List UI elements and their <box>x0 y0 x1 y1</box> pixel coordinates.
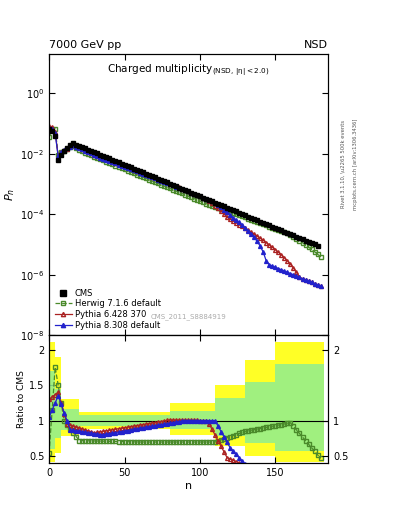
Text: Rivet 3.1.10, \u2265 500k events: Rivet 3.1.10, \u2265 500k events <box>340 120 345 208</box>
Herwig 7.1.6 default <box>83 150 88 156</box>
Pythia 8.308 default <box>276 266 281 272</box>
CMS <box>276 226 281 232</box>
CMS <box>234 208 239 215</box>
Pythia 6.428 370 <box>47 122 51 129</box>
Herwig 7.1.6 default <box>318 254 323 260</box>
Herwig 7.1.6 default <box>53 126 57 132</box>
Pythia 8.308 default <box>318 283 323 289</box>
Herwig 7.1.6 default <box>113 162 118 168</box>
Pythia 8.308 default <box>309 280 314 286</box>
Line: Pythia 8.308 default: Pythia 8.308 default <box>47 126 323 288</box>
CMS <box>303 238 308 244</box>
Pythia 8.308 default <box>47 125 51 132</box>
Text: mcplots.cern.ch [arXiv:1306.3436]: mcplots.cern.ch [arXiv:1306.3436] <box>353 118 358 209</box>
Pythia 6.428 370 <box>116 161 121 167</box>
Pythia 6.428 370 <box>110 158 115 164</box>
CMS <box>315 243 320 249</box>
Text: CMS_2011_S8884919: CMS_2011_S8884919 <box>151 313 226 320</box>
Line: Herwig 7.1.6 default: Herwig 7.1.6 default <box>47 127 323 259</box>
CMS <box>47 126 51 132</box>
Pythia 8.308 default <box>312 281 317 287</box>
Pythia 6.428 370 <box>312 281 317 287</box>
X-axis label: n: n <box>185 481 192 491</box>
Pythia 8.308 default <box>116 161 121 167</box>
Line: Pythia 6.428 370: Pythia 6.428 370 <box>47 124 323 288</box>
Pythia 8.308 default <box>80 146 84 153</box>
Text: Charged multiplicity$_{\mathsf{(NSD,\,|\eta| < 2.0)}}$: Charged multiplicity$_{\mathsf{(NSD,\,|\… <box>107 62 270 78</box>
CMS <box>128 164 133 170</box>
Line: CMS: CMS <box>47 127 320 248</box>
Pythia 8.308 default <box>110 159 115 165</box>
Herwig 7.1.6 default <box>279 228 284 234</box>
Pythia 6.428 370 <box>318 283 323 289</box>
Herwig 7.1.6 default <box>119 165 124 171</box>
Legend: CMS, Herwig 7.1.6 default, Pythia 6.428 370, Pythia 8.308 default: CMS, Herwig 7.1.6 default, Pythia 6.428 … <box>53 287 163 331</box>
Herwig 7.1.6 default <box>312 249 317 255</box>
Y-axis label: $P_n$: $P_n$ <box>4 188 17 201</box>
Pythia 6.428 370 <box>80 146 84 152</box>
Pythia 6.428 370 <box>309 280 314 286</box>
Text: 7000 GeV pp: 7000 GeV pp <box>49 39 121 50</box>
Pythia 6.428 370 <box>276 249 281 255</box>
Text: NSD: NSD <box>304 39 328 50</box>
Herwig 7.1.6 default <box>47 134 51 140</box>
Herwig 7.1.6 default <box>315 251 320 257</box>
Y-axis label: Ratio to CMS: Ratio to CMS <box>17 370 26 429</box>
CMS <box>270 224 275 230</box>
CMS <box>83 145 88 152</box>
